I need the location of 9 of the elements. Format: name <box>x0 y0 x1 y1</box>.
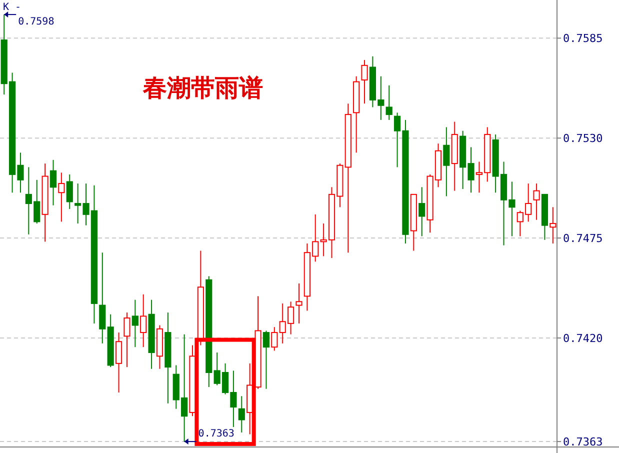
y-tick-label: 0.7420 <box>563 332 603 345</box>
annotation: 0.7363 <box>198 428 234 440</box>
y-tick-label: 0.7475 <box>563 232 603 246</box>
y-tick-label: 0.7363 <box>563 436 603 449</box>
y-tick-label: 0.7585 <box>563 32 603 46</box>
text: 春潮带雨谱 <box>142 74 263 102</box>
annotation: K - <box>3 2 22 13</box>
y-tick-label: 0.7530 <box>563 132 603 146</box>
annotation: 0.7598 <box>18 16 54 28</box>
